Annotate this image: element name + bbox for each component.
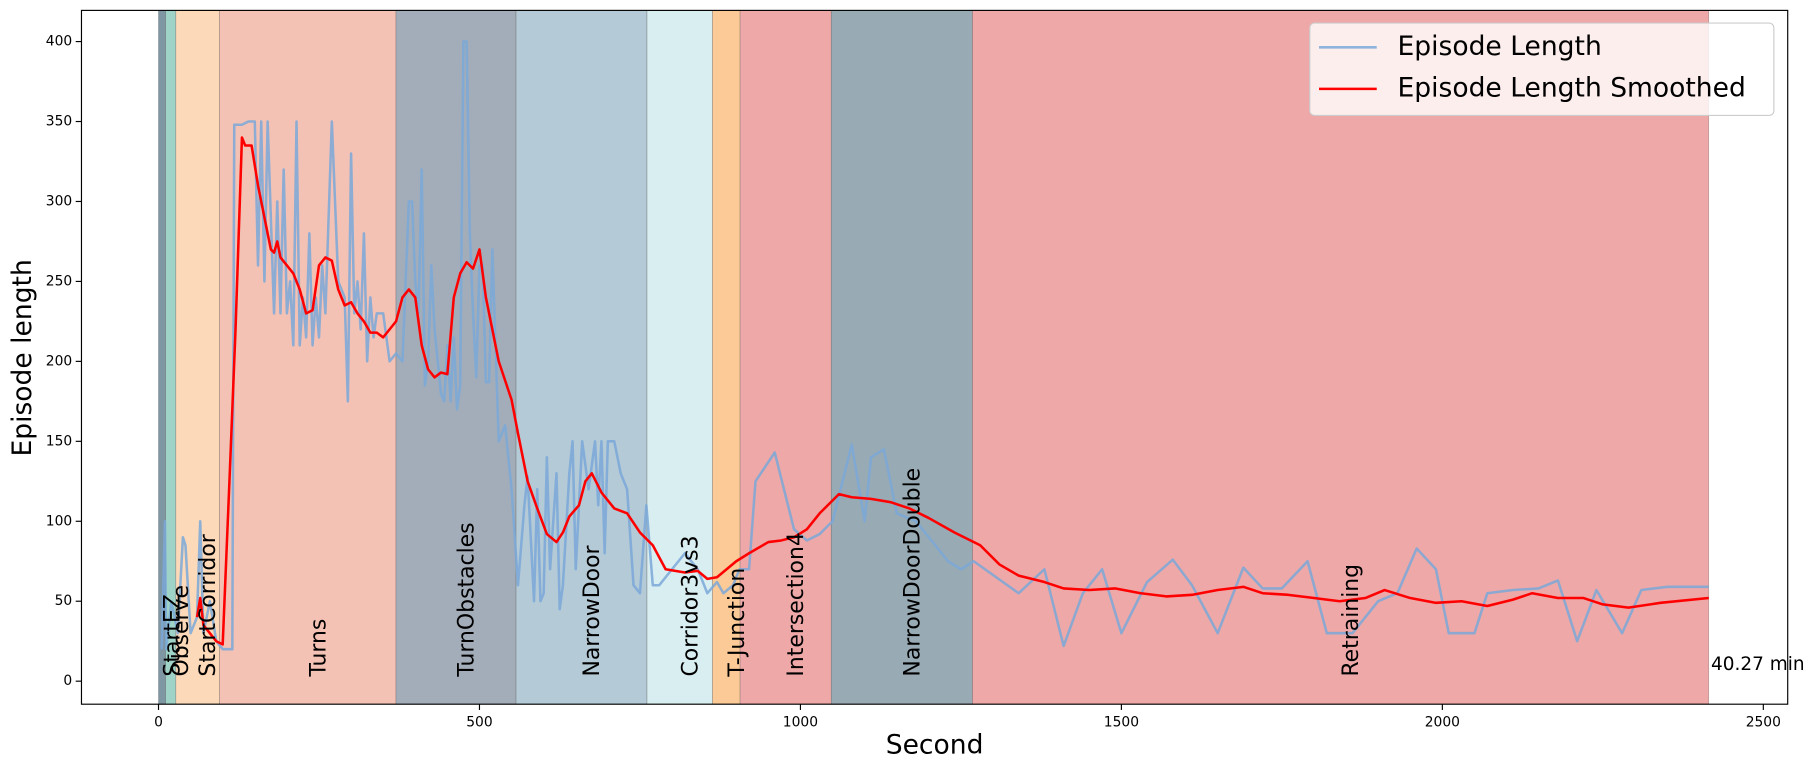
- stage-label: Corridor3vs3: [678, 535, 703, 676]
- y-tick-label: 250: [46, 273, 72, 289]
- y-tick-label: 300: [46, 193, 72, 209]
- x-tick-label: 1500: [1104, 715, 1139, 731]
- x-tick-label: 2500: [1746, 715, 1781, 731]
- stage-label: Observe: [169, 585, 194, 677]
- y-axis-label: Episode length: [7, 259, 38, 456]
- y-tick-label: 350: [46, 114, 72, 130]
- stage-span: [219, 10, 397, 705]
- y-tick-label: 50: [55, 593, 73, 609]
- legend-label: Episode Length: [1398, 31, 1602, 62]
- y-tick-label: 100: [46, 513, 72, 529]
- y-tick-label: 150: [46, 433, 72, 449]
- series-line: [195, 136, 1709, 646]
- stage-label: Intersection4: [784, 532, 809, 676]
- x-tick-label: 2000: [1425, 715, 1460, 731]
- y-tick-label: 0: [63, 673, 72, 689]
- stage-label: StartEZ: [161, 594, 186, 676]
- legend-label: Episode Length Smoothed: [1398, 72, 1746, 103]
- legend-box: [1309, 22, 1775, 117]
- y-tick-label: 200: [46, 353, 72, 369]
- annotation: 40.27 min: [1711, 654, 1805, 675]
- series-line: [160, 40, 1709, 651]
- stage-label: Retraining: [1339, 564, 1364, 677]
- stage-label: NarrowDoorDouble: [900, 468, 925, 677]
- x-axis-label: Second: [886, 729, 984, 760]
- x-tick-label: 1000: [783, 715, 818, 731]
- x-tick-label: 0: [154, 715, 163, 731]
- stage-label: Turns: [306, 619, 331, 678]
- x-tick-label: 500: [466, 715, 492, 731]
- stage-label: NarrowDoor: [580, 545, 605, 677]
- stage-span: [515, 10, 648, 705]
- stage-label: StartCorridor: [196, 533, 221, 676]
- y-tick-label: 400: [46, 34, 72, 50]
- plot-frame: [80, 9, 1789, 705]
- stage-span: [739, 10, 832, 705]
- lines: [160, 40, 1709, 651]
- stage-label: TurnObstacles: [455, 522, 480, 677]
- stage-label: T-Junction: [725, 568, 750, 678]
